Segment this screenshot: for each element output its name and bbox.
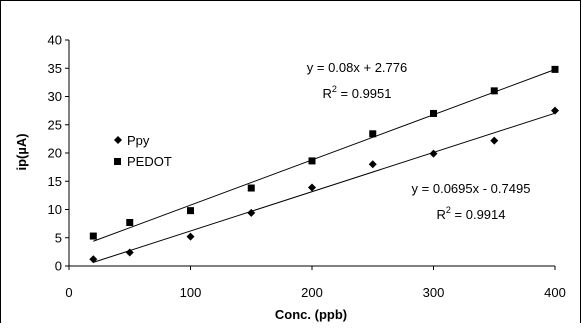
y-axis-title: ip(µA) xyxy=(14,133,29,170)
x-tick-label: 300 xyxy=(423,285,445,300)
data-point-ppy xyxy=(368,160,377,169)
data-point-ppy xyxy=(186,232,195,241)
data-point-pedot xyxy=(430,109,437,117)
data-point-pedot xyxy=(308,157,316,165)
y-tick-label: 40 xyxy=(48,33,62,48)
data-point-ppy xyxy=(89,255,98,264)
y-tick-label: 20 xyxy=(48,146,62,161)
data-point-ppy xyxy=(247,208,256,217)
x-tick-label: 200 xyxy=(301,285,323,300)
legend-label-pedot: PEDOT xyxy=(127,154,172,169)
y-tick-label: 0 xyxy=(55,259,62,274)
x-tick-label: 100 xyxy=(180,285,202,300)
x-tick-label: 400 xyxy=(544,285,566,300)
r2-pedot: R2 = 0.9951 xyxy=(323,84,392,101)
annotation-ppy: y = 0.0695x - 0.7495 R2 = 0.9914 xyxy=(412,181,531,222)
trendline-pedot xyxy=(93,69,556,242)
y-tick-label: 25 xyxy=(48,117,62,132)
data-point-pedot xyxy=(247,184,255,192)
trendline-ppy xyxy=(93,112,556,263)
trendlines xyxy=(93,69,556,263)
data-point-ppy xyxy=(308,183,316,192)
data-point-pedot xyxy=(551,65,559,73)
legend-marker-ppy xyxy=(114,136,122,144)
x-tick-label: 0 xyxy=(65,285,72,300)
data-point-pedot xyxy=(187,207,194,215)
data-point-ppy xyxy=(551,106,559,115)
data-point-ppy xyxy=(429,149,438,158)
data-point-ppy xyxy=(490,136,499,145)
y-tick-label: 10 xyxy=(48,202,62,217)
data-point-ppy xyxy=(125,248,134,257)
annotation-pedot: y = 0.08x + 2.776 R2 = 0.9951 xyxy=(307,60,407,101)
data-points xyxy=(89,65,559,264)
y-tick-label: 35 xyxy=(48,61,62,76)
data-point-pedot xyxy=(369,130,377,138)
y-tick-label: 30 xyxy=(48,89,62,104)
r2-ppy: R2 = 0.9914 xyxy=(437,205,506,222)
data-point-pedot xyxy=(126,218,134,226)
x-axis-title: Conc. (ppb) xyxy=(275,307,347,322)
data-point-pedot xyxy=(89,232,97,240)
equation-pedot: y = 0.08x + 2.776 xyxy=(307,60,407,75)
equation-ppy: y = 0.0695x - 0.7495 xyxy=(412,181,531,196)
y-tick-label: 15 xyxy=(48,174,62,189)
legend: Ppy PEDOT xyxy=(114,133,172,169)
data-point-pedot xyxy=(490,87,498,95)
legend-label-ppy: Ppy xyxy=(127,133,150,148)
y-tick-label: 5 xyxy=(55,230,62,245)
legend-marker-pedot xyxy=(114,158,121,165)
